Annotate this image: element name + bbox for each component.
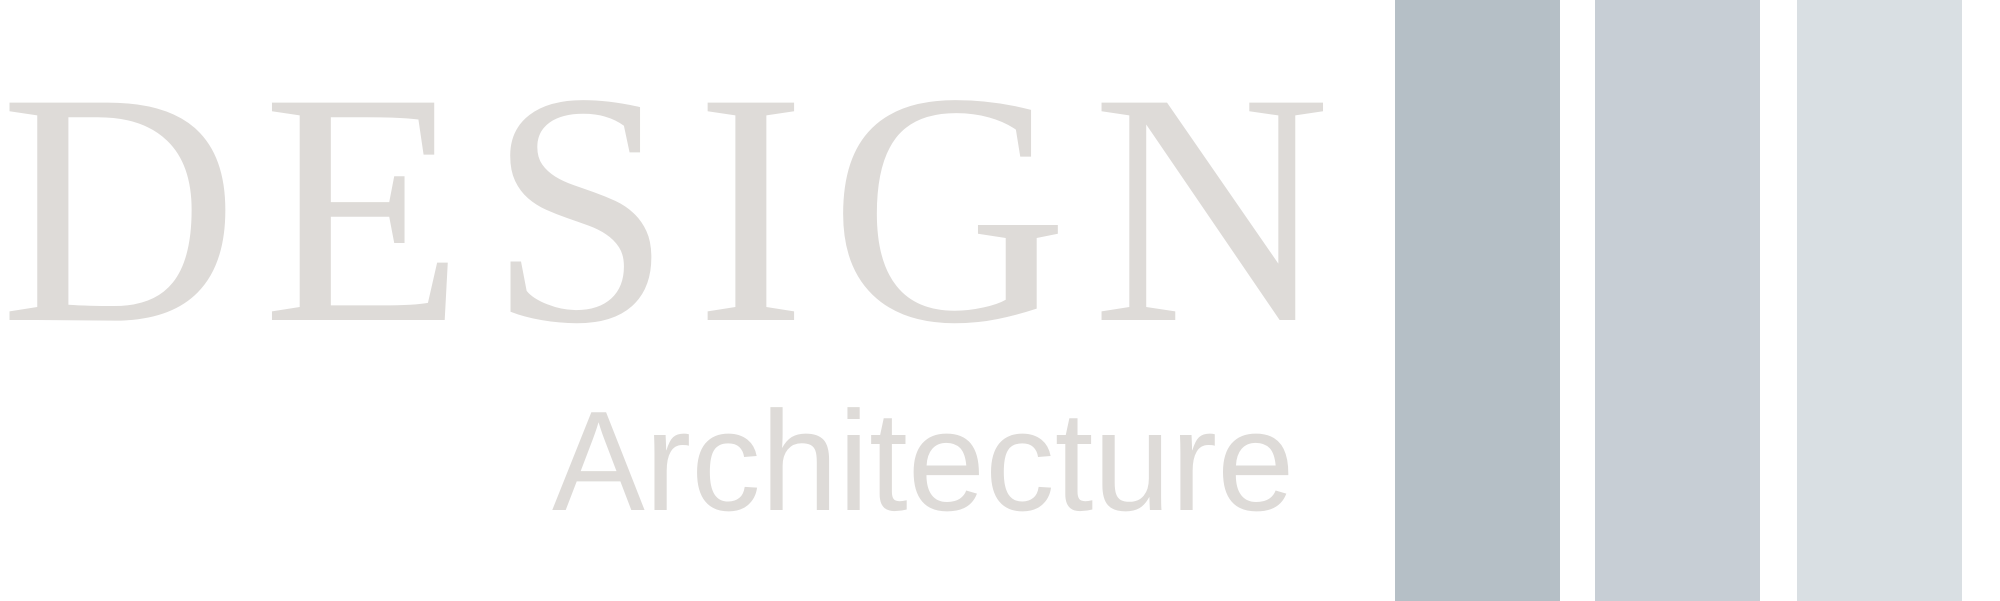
- logo-subtitle: Architecture: [552, 382, 1295, 541]
- decorative-bar-light: [1797, 0, 1962, 601]
- decorative-bar-medium: [1595, 0, 1760, 601]
- logo-title: DESIGN: [0, 24, 1355, 392]
- decorative-bar-dark: [1395, 0, 1560, 601]
